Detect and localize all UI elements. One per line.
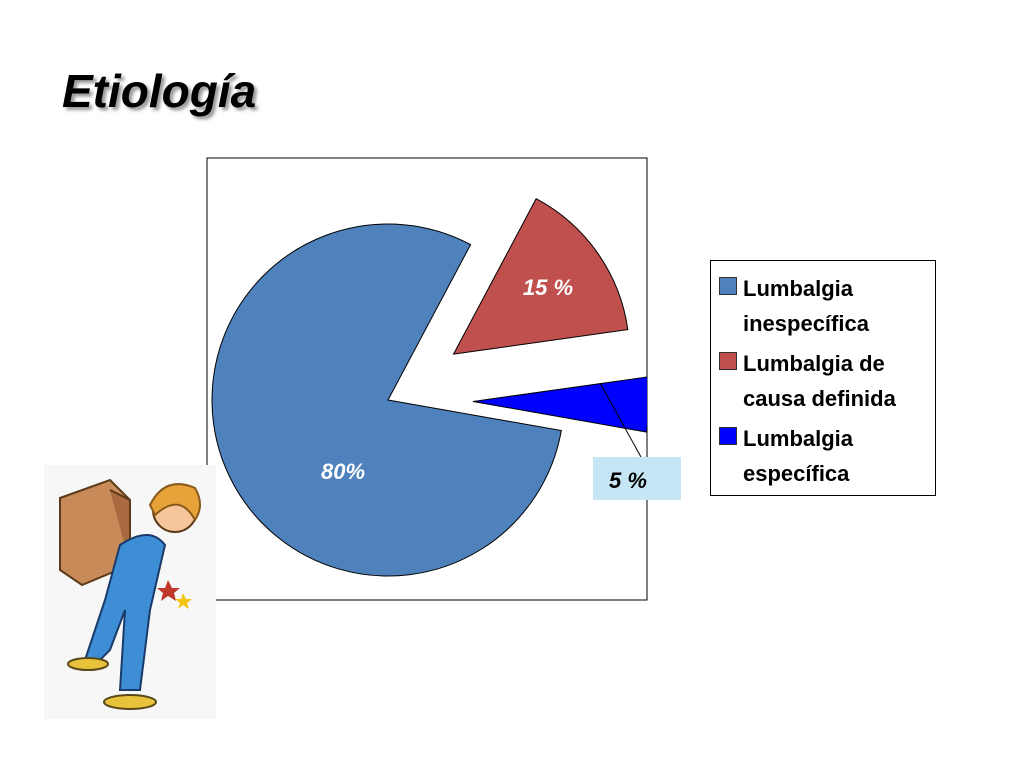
- legend-entry: Lumbalgia específica: [719, 421, 929, 491]
- slide-title: Etiología: [62, 65, 257, 117]
- pie-slice: [472, 376, 647, 433]
- legend-label: Lumbalgia de causa definida: [743, 351, 896, 411]
- pie-slice: [452, 198, 629, 355]
- legend-swatch: [719, 352, 737, 370]
- legend-swatch: [719, 427, 737, 445]
- labels: 80% 15 % 5 %: [321, 275, 681, 500]
- legend-label: Lumbalgia específica: [743, 426, 854, 486]
- label-box: [593, 457, 681, 500]
- legend-swatch: [719, 277, 737, 295]
- slice-label: 15 %: [523, 275, 573, 300]
- legend: Lumbalgia inespecífica Lumbalgia de causa…: [710, 260, 936, 496]
- clipart: [44, 465, 216, 719]
- legend-label: Lumbalgia inespecífica: [743, 276, 869, 336]
- legend-entry: Lumbalgia de causa definida: [719, 346, 929, 416]
- slice-label: 5 %: [609, 468, 647, 493]
- pie-slice: [211, 223, 562, 577]
- leader-line: [599, 382, 642, 458]
- legend-entry: Lumbalgia inespecífica: [719, 271, 929, 341]
- pie: [211, 198, 647, 577]
- slice-label: 80%: [321, 459, 365, 484]
